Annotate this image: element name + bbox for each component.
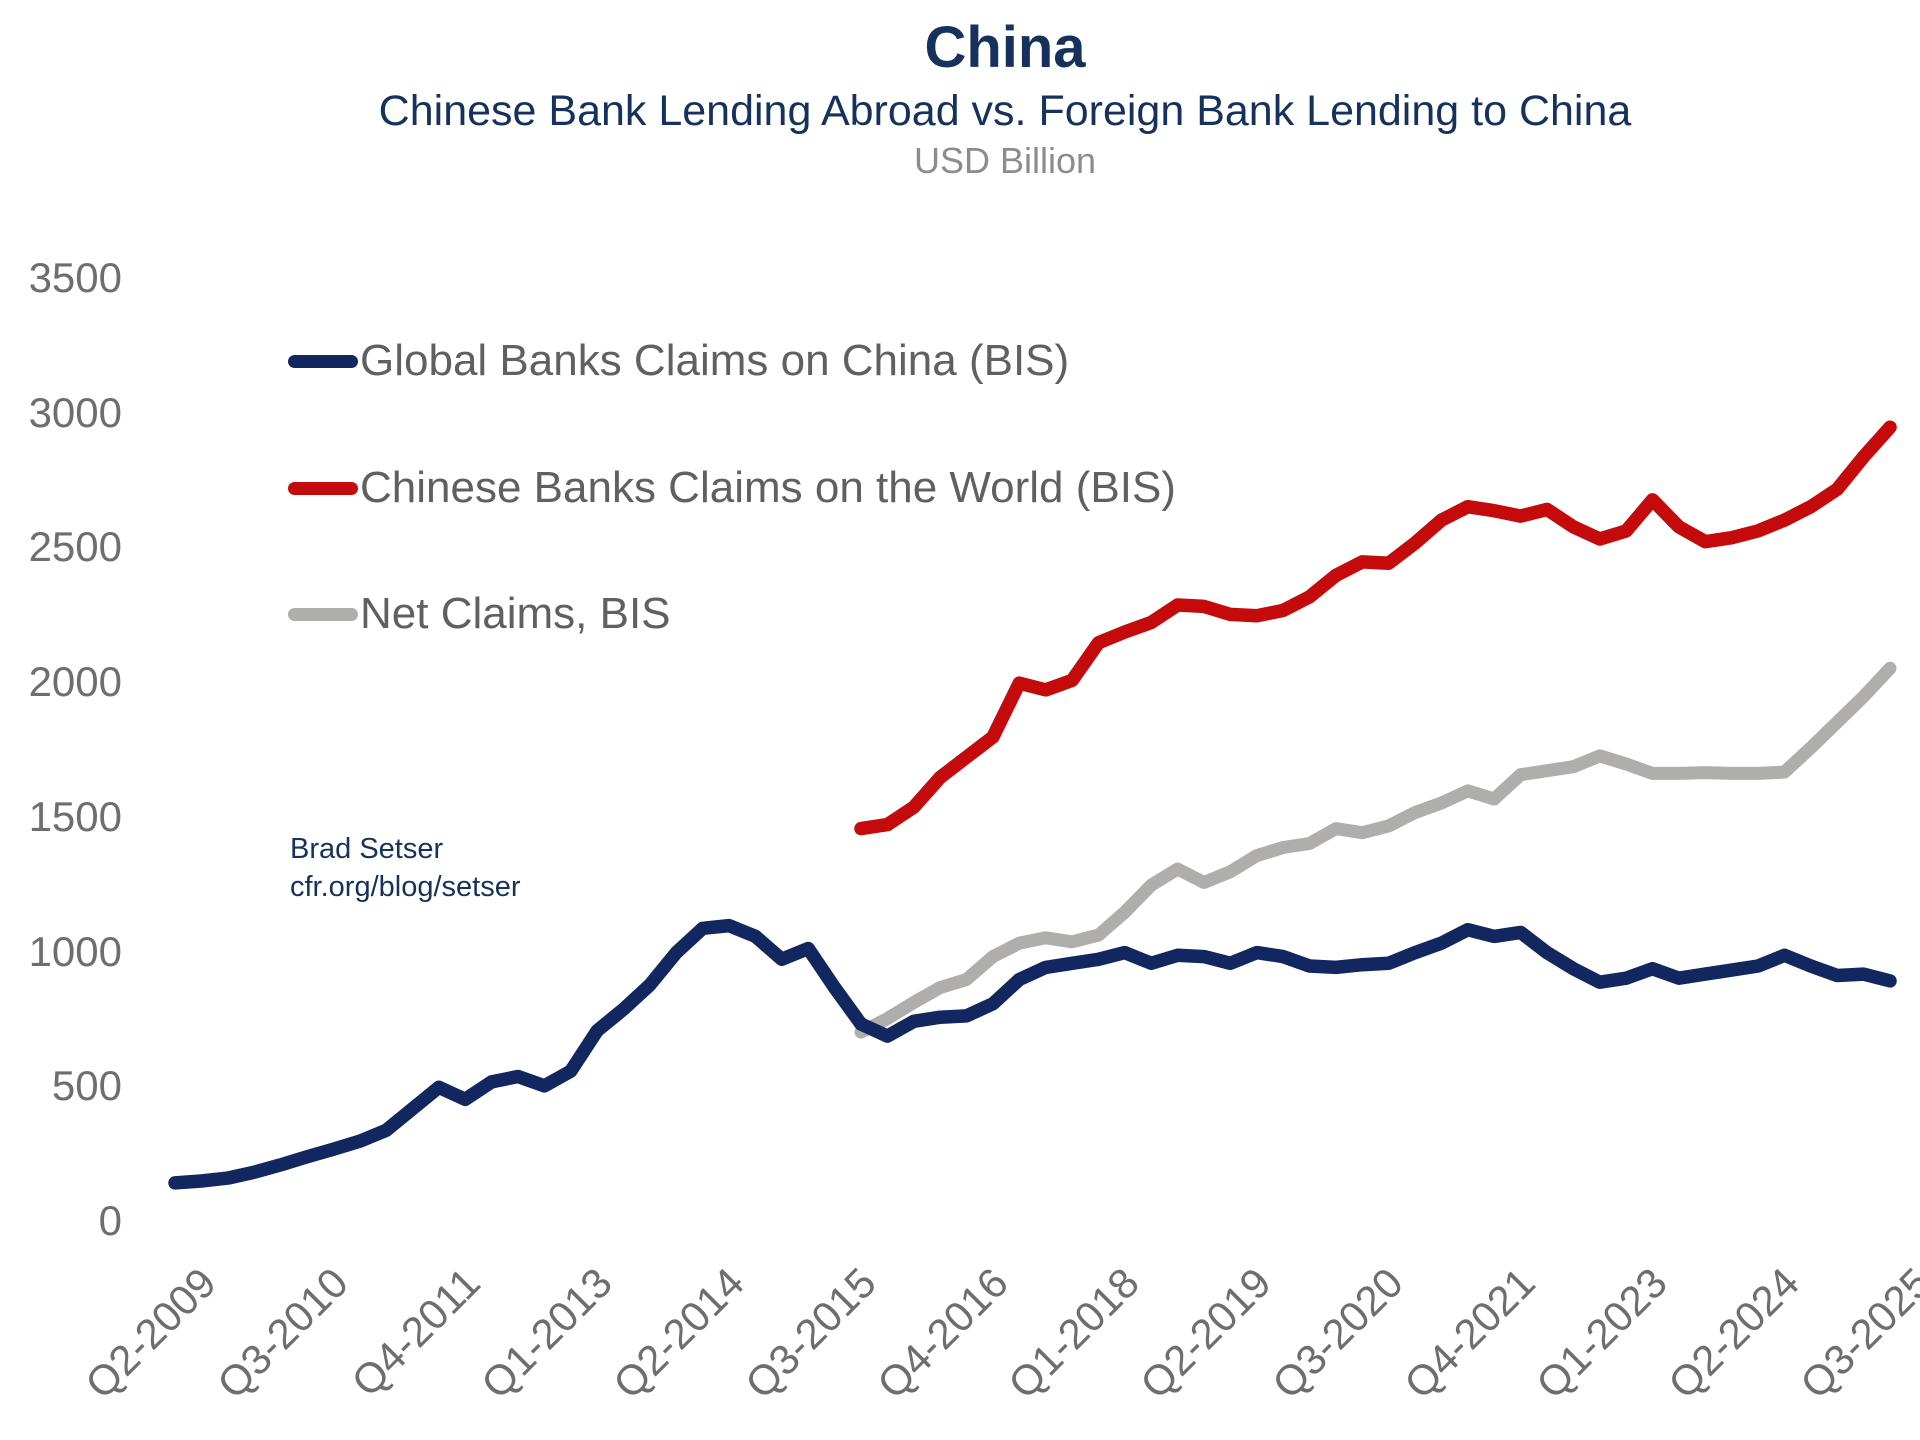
series-line-net-claims-bis bbox=[854, 661, 1897, 1039]
author-name: Brad Setser bbox=[290, 833, 444, 865]
y-axis-tick-label: 3000 bbox=[28, 388, 122, 436]
legend-swatch bbox=[288, 481, 358, 495]
legend-item-chinese-banks-claims-on-the-world-bis: Chinese Banks Claims on the World (BIS) bbox=[288, 457, 1176, 519]
legend-swatch bbox=[288, 354, 358, 368]
units-label: USD Billion bbox=[913, 140, 1097, 181]
y-axis-tick-label: 2000 bbox=[28, 658, 122, 706]
legend-swatch bbox=[288, 607, 358, 621]
source-annotation: Brad Setser cfr.org/blog/setser bbox=[290, 830, 521, 906]
y-axis-tick-label: 1000 bbox=[28, 927, 122, 975]
series-line-global-banks-claims-on-china-bis bbox=[168, 918, 1897, 1190]
legend-label: Net Claims, BIS bbox=[360, 589, 671, 638]
y-axis-tick-label: 2500 bbox=[28, 523, 122, 571]
page-title: China bbox=[924, 15, 1086, 80]
series-line-chinese-banks-claims-on-the-world-bis bbox=[854, 420, 1897, 836]
y-axis-tick-label: 500 bbox=[51, 1062, 122, 1110]
legend-label: Chinese Banks Claims on the World (BIS) bbox=[360, 463, 1176, 512]
legend-label: Global Banks Claims on China (BIS) bbox=[360, 336, 1070, 385]
y-axis-tick-label: 0 bbox=[98, 1197, 122, 1244]
chart-header: China Chinese Bank Lending Abroad vs. Fo… bbox=[90, 12, 1920, 184]
legend-item-net-claims-bis: Net Claims, BIS bbox=[288, 583, 671, 645]
y-axis-tick-label: 1500 bbox=[28, 792, 122, 840]
chart-subtitle: Chinese Bank Lending Abroad vs. Foreign … bbox=[378, 87, 1632, 135]
legend-item-global-banks-claims-on-china-bis: Global Banks Claims on China (BIS) bbox=[288, 330, 1069, 392]
source-url: cfr.org/blog/setser bbox=[290, 871, 521, 903]
y-axis-tick-label: 3500 bbox=[28, 254, 122, 301]
